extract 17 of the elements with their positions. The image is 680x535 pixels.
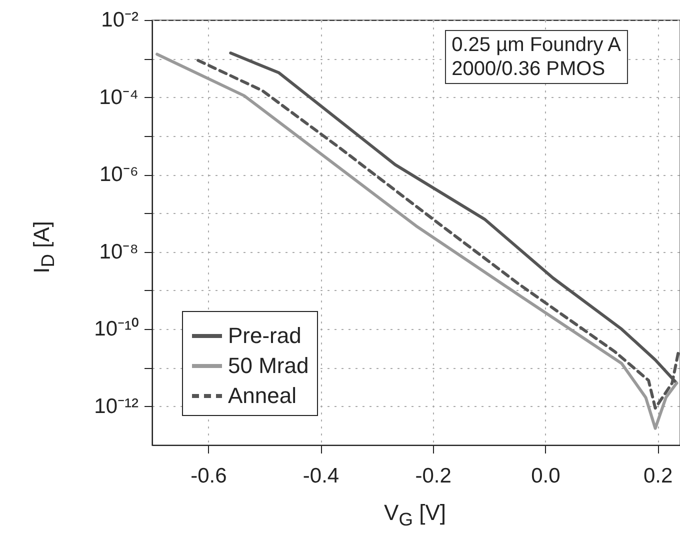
legend-label: 50 Mrad [228, 353, 309, 378]
x-tick-label: -0.6 [190, 464, 227, 488]
x-axis-title: V$_{G}$ [V] [383, 500, 447, 530]
legend-label: Pre-rad [228, 323, 302, 348]
y-tick-label: 10⁻⁸ [99, 240, 138, 264]
x-tick-label: -0.4 [302, 464, 340, 488]
y-tick-label: 10⁻¹⁰ [94, 318, 138, 341]
legend-label: Anneal [228, 383, 297, 408]
x-tick-label: 0.0 [531, 464, 560, 488]
y-tick-label: 10⁻⁶ [99, 163, 138, 186]
y-tick-label: 10⁻¹² [94, 394, 138, 418]
x-tick-label: 0.2 [643, 464, 673, 488]
x-tick-label: -0.2 [415, 464, 452, 488]
annotation: 2000/0.36 PMOS [452, 58, 606, 80]
y-tick-label: 10⁻² [101, 8, 138, 32]
y-tick-label: 10⁻⁴ [99, 86, 138, 109]
annotation: 0.25 µm Foundry A [452, 34, 621, 56]
